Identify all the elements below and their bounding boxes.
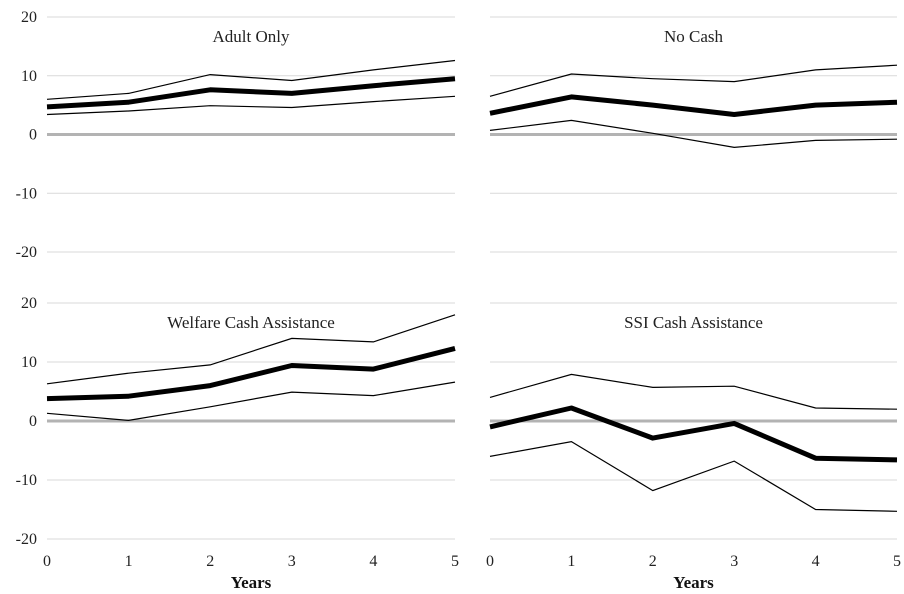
panel-title: Welfare Cash Assistance xyxy=(167,313,335,332)
series-lower-line xyxy=(489,440,898,512)
panel-3: 20 10 0 -10 -20 0 1 2 3 4 5 Years Welfare Cash Assis… xyxy=(16,295,459,592)
series-estimate-line xyxy=(489,405,898,463)
x-axis-label: Years xyxy=(231,573,272,592)
x-tick-label: 3 xyxy=(730,553,738,570)
y-tick-label: 20 xyxy=(21,295,37,312)
x-axis-label: Years xyxy=(673,573,714,592)
series-estimate-line xyxy=(46,345,456,402)
panel-2: No Cash xyxy=(489,16,898,253)
series-lower-line xyxy=(46,381,456,422)
panel-title: Adult Only xyxy=(213,27,290,46)
y-tick-label: -10 xyxy=(16,472,37,489)
x-tick-label: 2 xyxy=(649,553,657,570)
panel-title: SSI Cash Assistance xyxy=(624,313,763,332)
panel-1: 20 10 0 -10 -20 Adult Only xyxy=(16,9,456,261)
y-tick-label: 10 xyxy=(21,354,37,371)
y-tick-label: -20 xyxy=(16,244,37,261)
x-tick-label: 0 xyxy=(486,553,494,570)
series-lower-line xyxy=(489,119,898,149)
x-tick-label: 4 xyxy=(812,553,820,570)
series-upper-line xyxy=(489,64,898,97)
y-tick-label: 0 xyxy=(29,413,37,430)
x-tick-label: 1 xyxy=(567,553,575,570)
y-tick-label: 20 xyxy=(21,9,37,26)
x-tick-label: 5 xyxy=(451,553,459,570)
series-lower-line xyxy=(46,95,456,116)
y-tick-label: 0 xyxy=(29,127,37,144)
x-tick-label: 0 xyxy=(43,553,51,570)
y-tick-label: -10 xyxy=(16,185,37,202)
series-estimate-line xyxy=(489,94,898,117)
y-tick-label: 10 xyxy=(21,68,37,85)
series-upper-line xyxy=(46,314,456,385)
x-tick-label: 2 xyxy=(206,553,214,570)
y-tick-label: -20 xyxy=(16,531,37,548)
panel-title: No Cash xyxy=(664,27,724,46)
series-estimate-line xyxy=(46,76,456,110)
series-upper-line xyxy=(489,373,898,410)
x-tick-label: 5 xyxy=(893,553,901,570)
x-tick-label: 3 xyxy=(288,553,296,570)
x-tick-label: 1 xyxy=(125,553,133,570)
x-tick-label: 4 xyxy=(369,553,377,570)
series-upper-line xyxy=(46,59,456,100)
panel-4: 0 1 2 3 4 5 Years SSI Cash Assistance xyxy=(486,302,901,592)
